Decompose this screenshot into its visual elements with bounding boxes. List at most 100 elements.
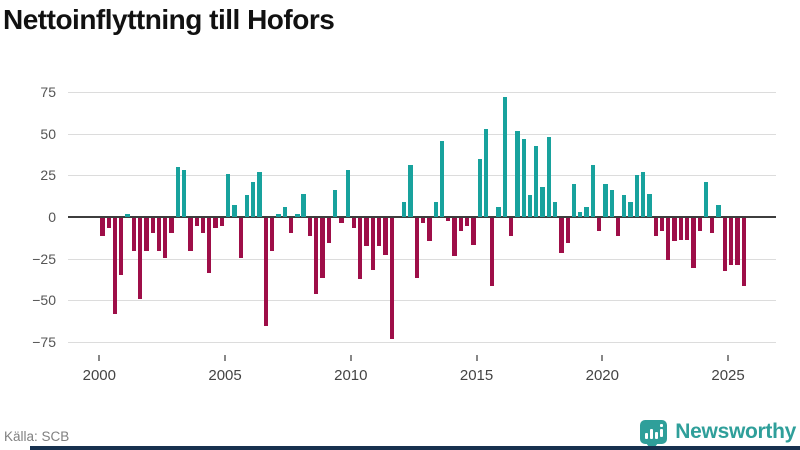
brand-name: Newsworthy bbox=[675, 420, 796, 443]
bar bbox=[722, 218, 728, 272]
bar bbox=[741, 218, 746, 287]
bar bbox=[200, 218, 206, 233]
bar bbox=[213, 218, 218, 228]
bar bbox=[169, 218, 174, 233]
bar bbox=[477, 158, 482, 217]
bar bbox=[508, 218, 514, 237]
bar bbox=[257, 172, 262, 217]
chart-title: Nettoinflyttning till Hofors bbox=[3, 4, 335, 35]
bar bbox=[653, 218, 658, 237]
bar bbox=[697, 218, 702, 232]
brand-logo: Newsworthy bbox=[640, 417, 796, 450]
bar bbox=[427, 218, 432, 242]
bar bbox=[546, 137, 551, 217]
bar bbox=[710, 218, 715, 233]
bar bbox=[288, 218, 294, 233]
bar bbox=[156, 218, 162, 252]
bar bbox=[433, 202, 438, 217]
bar bbox=[339, 218, 344, 223]
gridline bbox=[68, 175, 776, 177]
bar bbox=[483, 128, 489, 217]
x-axis-tick bbox=[727, 355, 730, 361]
bar bbox=[552, 202, 558, 217]
bar bbox=[402, 202, 407, 217]
y-axis-label: 25 bbox=[40, 167, 56, 184]
bar bbox=[678, 218, 684, 240]
bar bbox=[735, 218, 740, 265]
bar bbox=[226, 173, 231, 217]
bar bbox=[307, 218, 313, 237]
bar bbox=[131, 218, 137, 252]
bar bbox=[691, 218, 696, 268]
bar bbox=[238, 218, 243, 258]
bar bbox=[622, 195, 627, 217]
bar bbox=[597, 218, 602, 232]
bar bbox=[125, 213, 130, 217]
bar bbox=[207, 218, 212, 273]
bar bbox=[414, 218, 419, 278]
bar bbox=[716, 205, 721, 217]
gridline bbox=[68, 92, 776, 94]
bar bbox=[144, 218, 149, 252]
bar bbox=[590, 165, 596, 217]
bar bbox=[314, 218, 319, 295]
bar bbox=[408, 165, 413, 217]
bar bbox=[609, 190, 614, 217]
bar bbox=[464, 218, 470, 227]
bar bbox=[578, 212, 583, 217]
bar bbox=[703, 182, 709, 217]
bar bbox=[389, 218, 394, 340]
bar bbox=[452, 218, 457, 257]
bar bbox=[647, 193, 652, 217]
x-axis-tick bbox=[224, 355, 227, 361]
bottom-accent-bar bbox=[30, 446, 800, 450]
bar bbox=[150, 218, 155, 233]
bar bbox=[119, 218, 124, 275]
gridline bbox=[68, 341, 776, 343]
bar bbox=[496, 207, 501, 217]
bar bbox=[659, 218, 665, 232]
bar bbox=[100, 218, 105, 237]
bar bbox=[729, 218, 734, 265]
y-axis-label: 75 bbox=[40, 84, 56, 101]
y-axis-label: −50 bbox=[32, 292, 56, 309]
bar bbox=[301, 193, 306, 217]
bar bbox=[112, 218, 118, 315]
bar bbox=[685, 218, 690, 240]
bar bbox=[521, 138, 526, 217]
bar bbox=[641, 172, 646, 217]
bar bbox=[458, 218, 463, 232]
bar bbox=[559, 218, 564, 253]
bar bbox=[634, 175, 640, 217]
y-axis-label: 0 bbox=[48, 209, 56, 225]
bar bbox=[527, 195, 533, 217]
x-axis-label: 2005 bbox=[208, 367, 242, 384]
bar bbox=[232, 205, 237, 217]
x-axis-label: 2015 bbox=[459, 367, 494, 384]
zero-axis-line bbox=[68, 216, 776, 218]
source-caption: Källa: SCB bbox=[4, 429, 70, 444]
newsworthy-icon bbox=[640, 420, 668, 450]
bar bbox=[628, 202, 633, 217]
bar bbox=[446, 218, 451, 222]
bar bbox=[471, 218, 476, 245]
bar bbox=[163, 218, 168, 258]
bar bbox=[251, 182, 256, 217]
bar bbox=[615, 218, 621, 237]
bar bbox=[358, 218, 363, 280]
bar bbox=[244, 195, 250, 217]
bar bbox=[666, 218, 671, 260]
x-axis-label: 2000 bbox=[82, 367, 116, 384]
bar bbox=[182, 170, 187, 217]
bar bbox=[376, 218, 382, 247]
y-axis-label: 50 bbox=[40, 125, 56, 142]
bar bbox=[439, 140, 445, 217]
x-axis-tick bbox=[475, 355, 478, 361]
bar bbox=[571, 183, 577, 217]
bar bbox=[364, 218, 369, 247]
bar bbox=[351, 218, 357, 228]
bar bbox=[672, 218, 677, 242]
bar bbox=[332, 190, 338, 217]
bar bbox=[175, 167, 181, 217]
